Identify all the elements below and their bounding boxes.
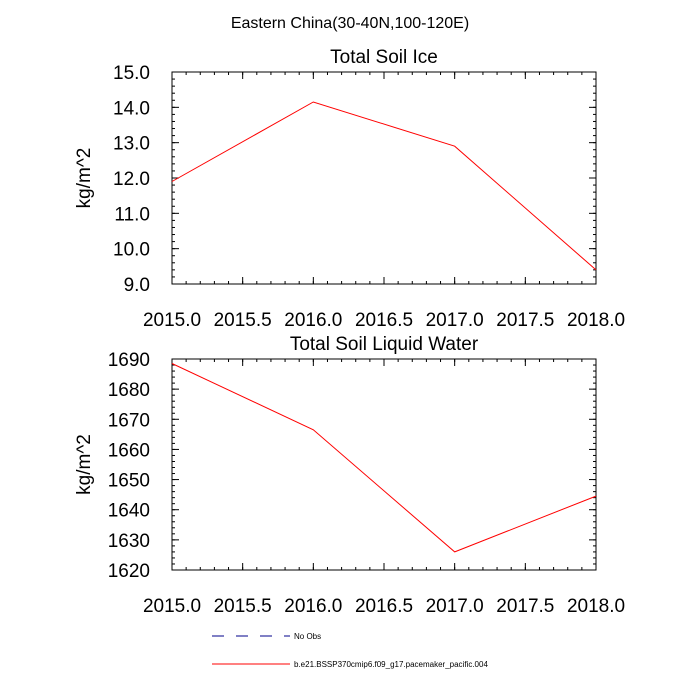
y-tick-label: 1650 — [108, 471, 150, 492]
series-line — [171, 363, 597, 553]
x-tick-label: 2015.5 — [214, 596, 272, 617]
x-tick-label: 2016.0 — [284, 310, 342, 331]
y-tick-label: 1680 — [108, 380, 150, 401]
y-tick-label: 15.0 — [113, 63, 150, 84]
y-tick-label: 1660 — [108, 440, 150, 461]
y-tick-label: 1690 — [108, 350, 150, 371]
x-tick-label: 2015.0 — [143, 310, 201, 331]
y-tick-label: 10.0 — [113, 240, 150, 261]
series-line — [171, 101, 597, 271]
plot-frame — [171, 358, 597, 571]
y-tick-label: 12.0 — [113, 169, 150, 190]
chart-title: Total Soil Ice — [330, 47, 438, 68]
x-tick-label: 2016.0 — [284, 596, 342, 617]
x-tick-label: 2016.5 — [355, 310, 413, 331]
y-tick-label: 1630 — [108, 531, 150, 552]
plot-frame — [171, 71, 597, 285]
x-tick-label: 2017.5 — [496, 310, 554, 331]
y-tick-label: 11.0 — [114, 204, 150, 225]
y-tick-label: 1640 — [108, 501, 150, 522]
y-tick-label: 1620 — [108, 561, 150, 582]
y-axis-label: kg/m^2 — [74, 148, 95, 209]
chart-2: Total Soil Liquid Water kg/m^2 2015.0 2015.… — [74, 334, 625, 617]
x-tick-label: 2017.0 — [426, 310, 484, 331]
chart-1: Total Soil Ice kg/m^2 2015.0 2015.5 2016.0 20… — [74, 47, 625, 331]
x-tick-label: 2015.5 — [214, 310, 272, 331]
page-title: Eastern China(30-40N,100-120E) — [231, 15, 469, 32]
legend-label: No Obs — [294, 632, 321, 641]
x-tick-label: 2015.0 — [143, 596, 201, 617]
y-tick-label: 14.0 — [113, 98, 150, 119]
y-tick-label: 9.0 — [124, 275, 150, 296]
charts: Total Soil Ice kg/m^2 2015.0 2015.5 2016.0 20… — [74, 47, 625, 617]
x-tick-label: 2018.0 — [567, 310, 625, 331]
legend-item: b.e21.BSSP370cmip6.f09_g17.pacemaker_pac… — [212, 660, 488, 669]
y-tick-label: 13.0 — [113, 134, 150, 155]
legend: No Obs b.e21.BSSP370cmip6.f09_g17.pacemak… — [212, 632, 488, 669]
y-tick-label: 1670 — [108, 410, 150, 431]
chart-title: Total Soil Liquid Water — [290, 334, 479, 355]
x-tick-label: 2018.0 — [567, 596, 625, 617]
x-tick-label: 2017.5 — [496, 596, 554, 617]
legend-item: No Obs — [212, 632, 321, 641]
y-axis-label: kg/m^2 — [74, 434, 95, 495]
x-tick-label: 2016.5 — [355, 596, 413, 617]
legend-label: b.e21.BSSP370cmip6.f09_g17.pacemaker_pac… — [294, 660, 488, 669]
x-tick-label: 2017.0 — [426, 596, 484, 617]
